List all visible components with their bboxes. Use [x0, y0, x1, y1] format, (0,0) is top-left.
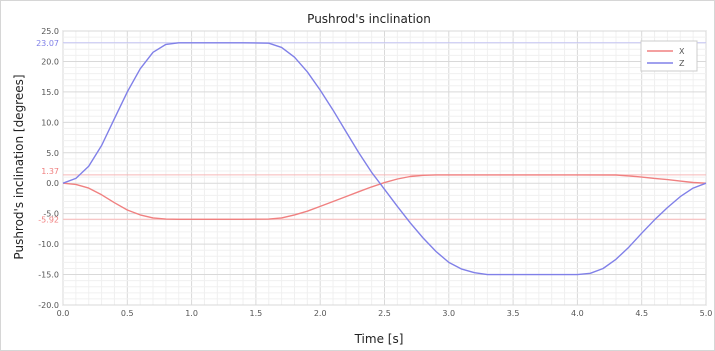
y-axis-title: Pushrod's inclination [degrees] [12, 74, 26, 259]
x-tick-label: 2.5 [378, 309, 391, 318]
x-tick-label: 5.0 [700, 309, 713, 318]
legend-label-x: X [679, 47, 685, 56]
y-tick-label: 25.0 [41, 27, 59, 36]
x-tick-label: 3.5 [507, 309, 520, 318]
y-tick-label: 0.0 [46, 179, 59, 188]
series-line-x [62, 174, 707, 220]
x-tick-label: 3.0 [442, 309, 455, 318]
chart-title: Pushrod's inclination [307, 12, 431, 26]
x-axis-title: Time [s] [354, 332, 404, 346]
y-tick-label: 10.0 [41, 118, 59, 127]
series-layer [62, 42, 707, 276]
y-tick-label: 20.0 [41, 57, 59, 66]
x-tick-label: 1.0 [185, 309, 198, 318]
x-tick-label: 1.5 [250, 309, 263, 318]
y-tick-label: -20.0 [38, 301, 59, 310]
legend-box [640, 40, 698, 72]
z-max-label: 23.07 [36, 39, 59, 48]
x-tick-label: 0.0 [57, 309, 70, 318]
y-tick-label: -15.0 [38, 271, 59, 280]
x-min-label: -5.92 [38, 215, 59, 224]
legend: XZ [640, 40, 698, 72]
series-line-z [62, 42, 707, 276]
y-tick-label: 5.0 [46, 149, 59, 158]
x-max-label: 1.37 [41, 167, 59, 176]
x-tick-label: 2.0 [314, 309, 327, 318]
x-tick-label: 0.5 [121, 309, 134, 318]
grid [62, 30, 707, 306]
y-tick-label: -10.0 [38, 240, 59, 249]
tick-labels: 0.0 0.5 1.0 1.5 2.0 2.5 3.0 3.5 4.0 4.5 5.0 -20.0 -1… [38, 27, 712, 318]
legend-label-z: Z [679, 59, 685, 68]
x-tick-label: 4.5 [635, 309, 648, 318]
x-tick-label: 4.0 [571, 309, 584, 318]
y-tick-label: -5.0 [43, 210, 59, 219]
y-tick-label: 15.0 [41, 88, 59, 97]
